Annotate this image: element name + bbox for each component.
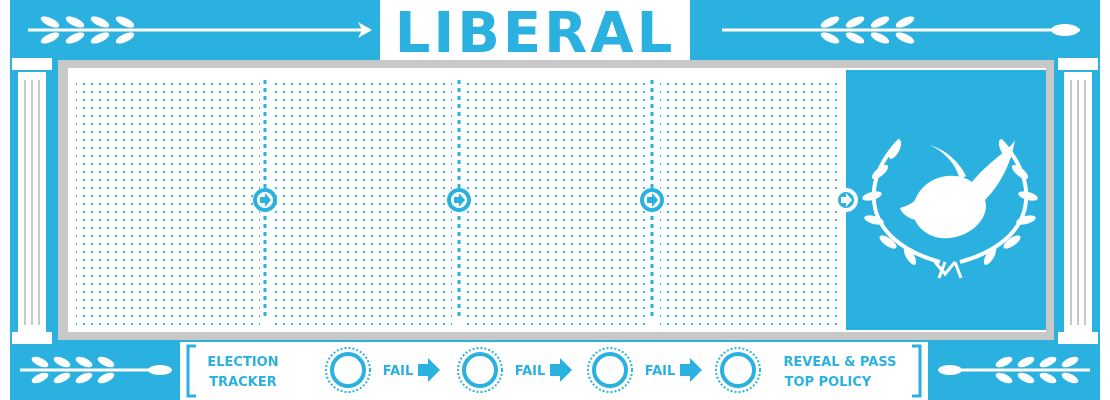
tracker-label-line2: TRACKER (209, 375, 276, 390)
arrow-right-icon (418, 358, 440, 382)
tracker-circle-1[interactable] (457, 347, 503, 393)
right-column-icon (1058, 58, 1098, 344)
tracker-circle-3[interactable] (715, 347, 761, 393)
policy-slot-1[interactable] (76, 78, 260, 326)
policy-slot-4[interactable] (660, 78, 840, 326)
title-plate (380, 0, 690, 62)
bottom-left-branch-icon (20, 356, 172, 384)
policy-slot-3[interactable] (466, 78, 646, 326)
left-column-icon (12, 58, 52, 344)
tracker-final-line2: TOP POLICY (785, 375, 872, 390)
tracker-step-label: FAIL (645, 364, 676, 379)
tracker-label-line1: ELECTION (207, 355, 278, 370)
tracker-step-label: FAIL (383, 364, 414, 379)
arrow-circle-icon (834, 188, 858, 212)
tracker-step-label: FAIL (515, 364, 546, 379)
top-right-branch-icon (722, 16, 1080, 44)
tracker-right-bracket (912, 344, 922, 398)
bottom-right-branch-icon (938, 356, 1090, 384)
tracker-circle-2[interactable] (587, 347, 633, 393)
board-title: LIBERAL (395, 1, 676, 66)
tracker-circle-0[interactable] (325, 347, 371, 393)
arrow-circle-icon (253, 188, 277, 212)
arrow-circle-icon (447, 188, 471, 212)
tracker-left-bracket (186, 344, 196, 398)
policy-slot-2[interactable] (272, 78, 452, 326)
top-left-branch-icon (28, 16, 372, 44)
arrow-right-icon (550, 358, 572, 382)
arrow-circle-icon (640, 188, 664, 212)
arrow-right-icon (680, 358, 702, 382)
dove-laurel-icon (862, 138, 1038, 279)
tracker-final-line1: REVEAL & PASS (783, 355, 896, 370)
